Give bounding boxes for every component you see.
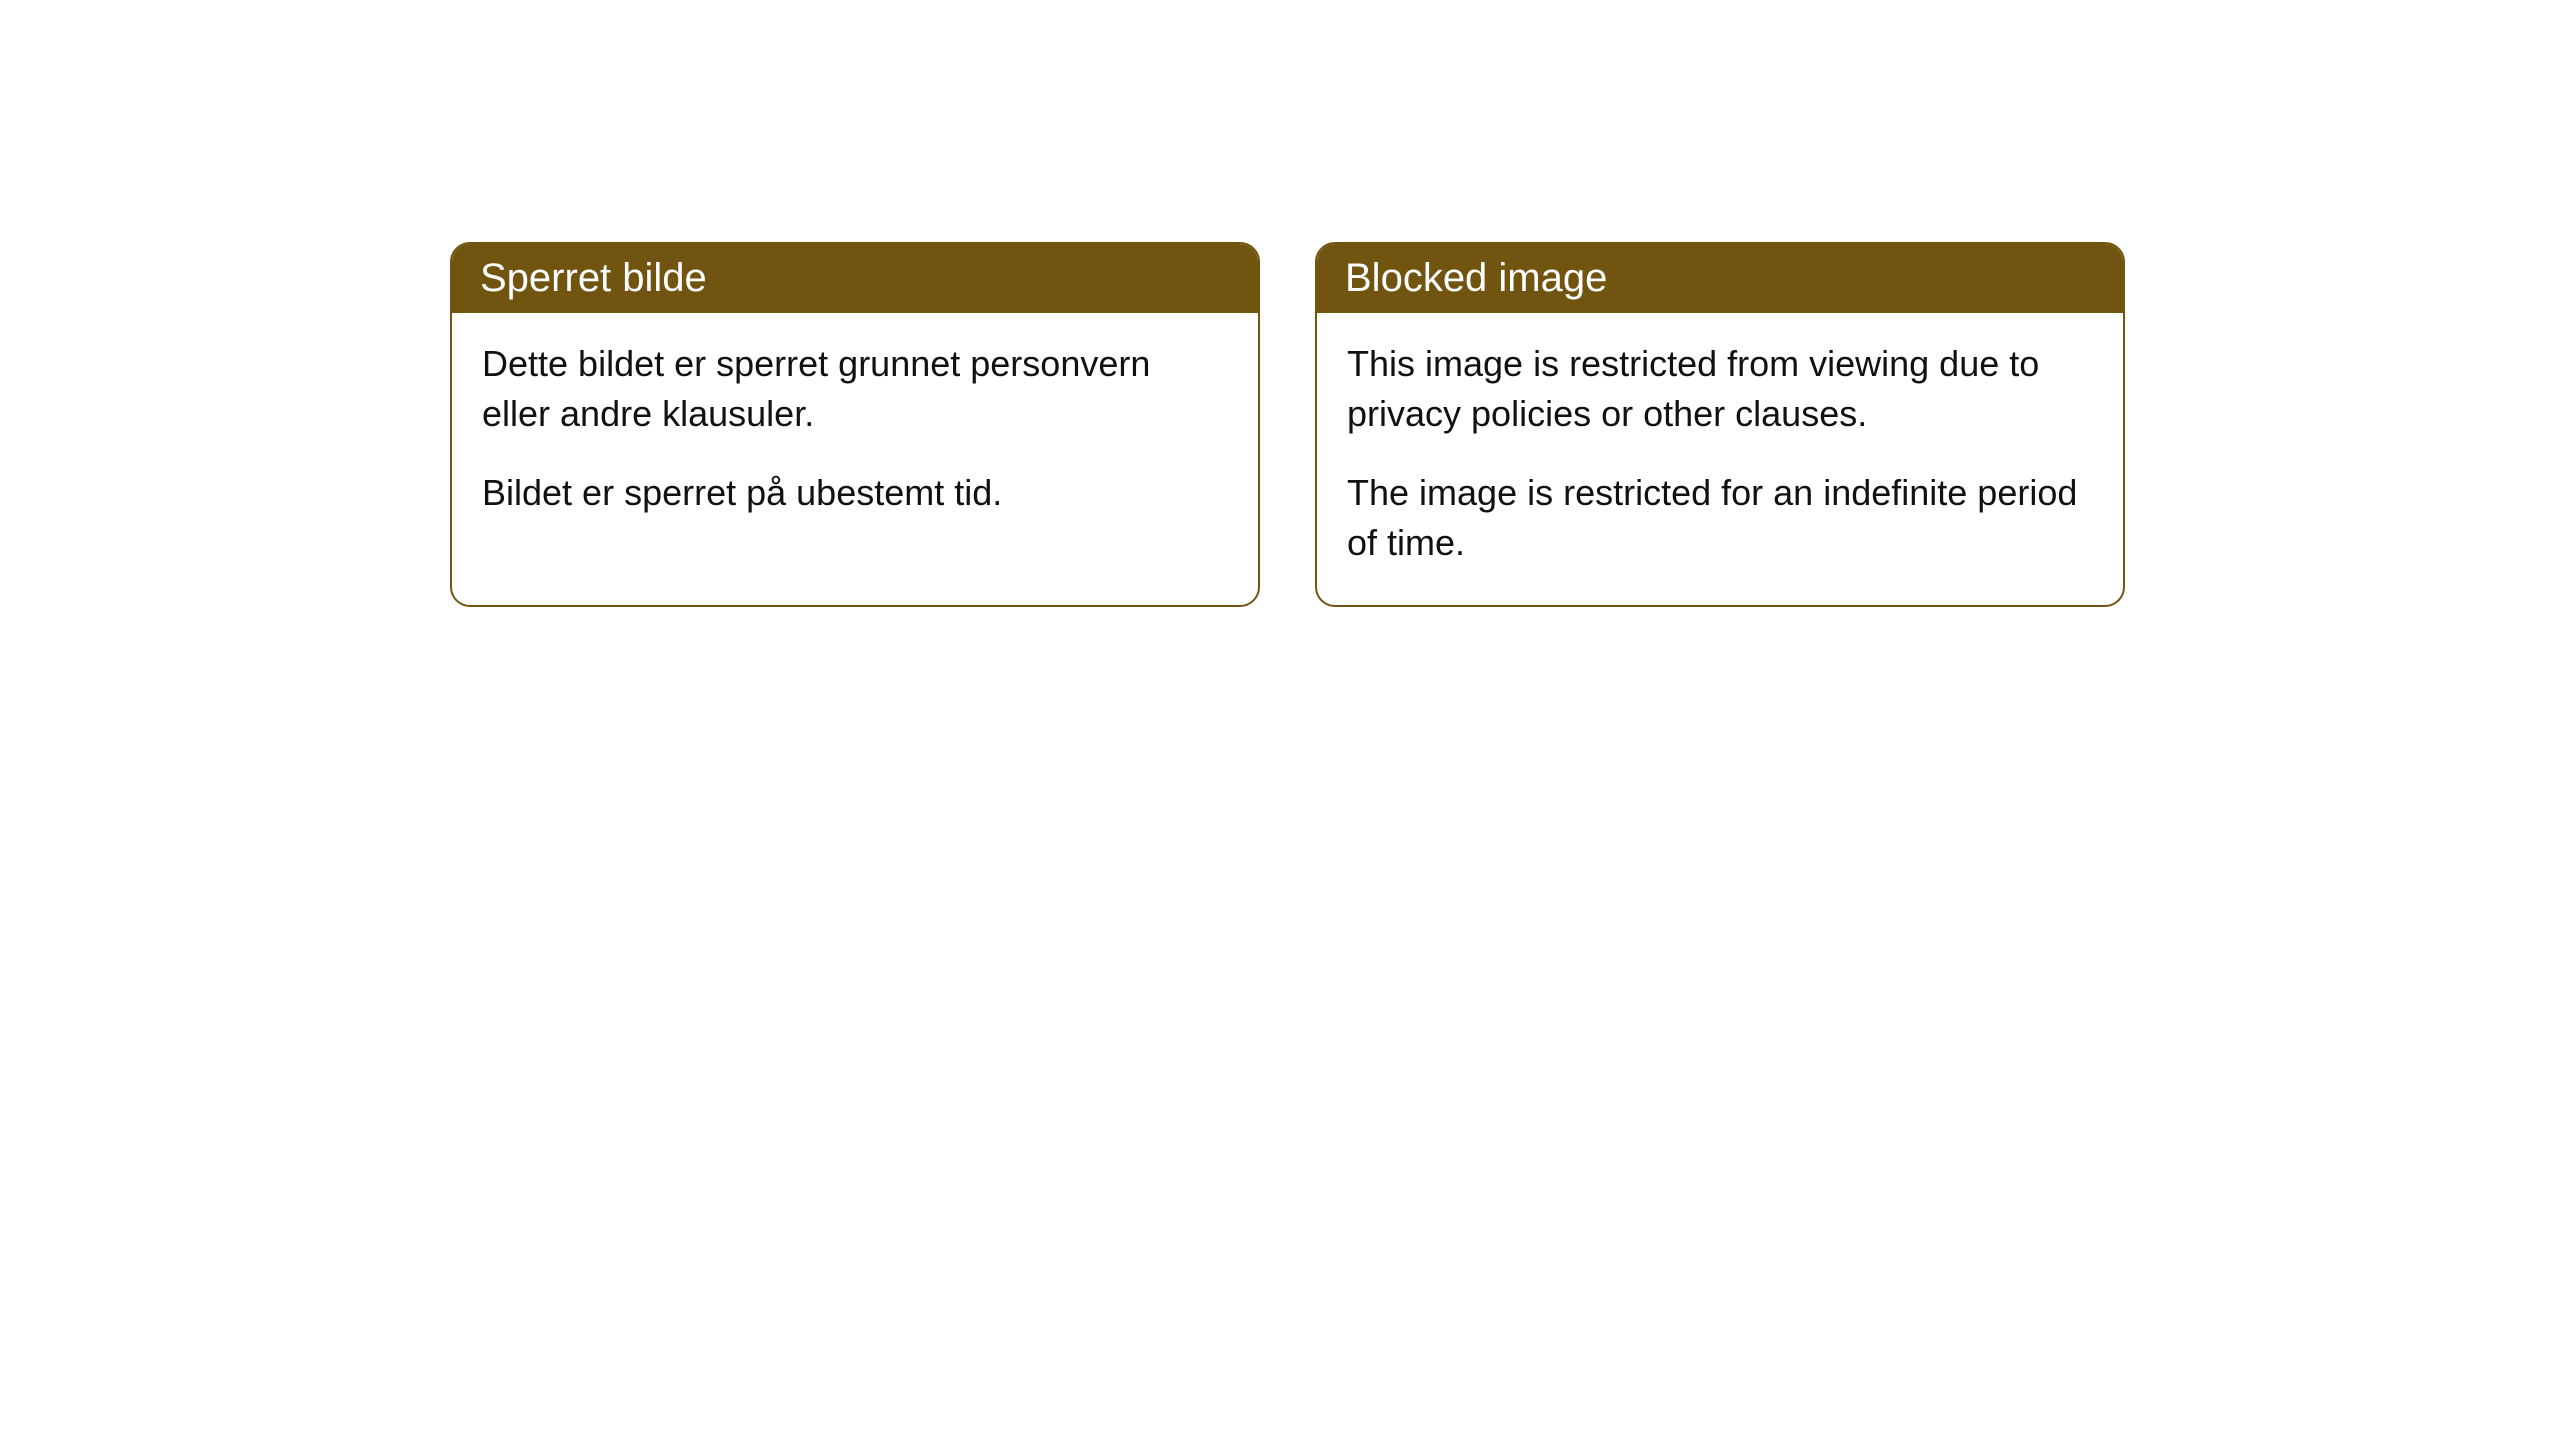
card-text-en-2: The image is restricted for an indefinit…: [1347, 468, 2093, 569]
card-body-en: This image is restricted from viewing du…: [1317, 313, 2123, 605]
card-body-no: Dette bildet er sperret grunnet personve…: [452, 313, 1258, 554]
card-text-no-1: Dette bildet er sperret grunnet personve…: [482, 339, 1228, 440]
blocked-image-card-en: Blocked image This image is restricted f…: [1315, 242, 2125, 607]
blocked-image-card-no: Sperret bilde Dette bildet er sperret gr…: [450, 242, 1260, 607]
cards-container: Sperret bilde Dette bildet er sperret gr…: [450, 242, 2560, 607]
card-text-en-1: This image is restricted from viewing du…: [1347, 339, 2093, 440]
card-header-no: Sperret bilde: [452, 244, 1258, 313]
card-text-no-2: Bildet er sperret på ubestemt tid.: [482, 468, 1228, 518]
card-header-en: Blocked image: [1317, 244, 2123, 313]
